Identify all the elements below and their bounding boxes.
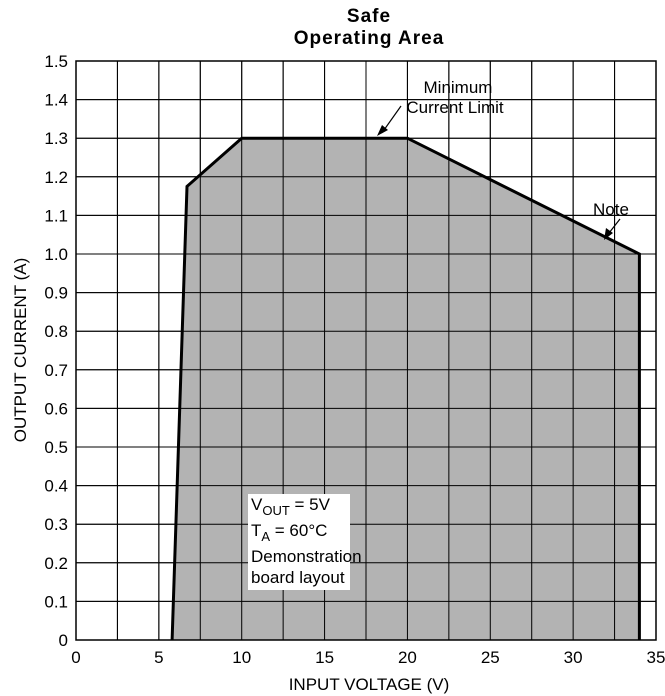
y-tick-label: 0.6 <box>44 399 68 418</box>
y-tick-label: 1.5 <box>44 52 68 71</box>
plot-frame <box>75 60 657 641</box>
chart-title-line1: Safe <box>347 6 391 27</box>
y-tick-label: 0.7 <box>44 361 68 380</box>
y-tick-label: 1.1 <box>44 206 68 225</box>
annotation-leader-note <box>604 218 621 240</box>
y-tick-label: 1.0 <box>44 245 68 264</box>
y-tick-label: 1.4 <box>44 91 68 110</box>
chart-title-line2: Operating Area <box>294 28 445 49</box>
y-tick-label: 0.1 <box>44 592 68 611</box>
x-tick-label: 5 <box>154 648 163 667</box>
y-tick-label: 0.8 <box>44 322 68 341</box>
x-tick-label: 30 <box>564 648 583 667</box>
y-tick-label: 0.9 <box>44 284 68 303</box>
x-tick-label: 0 <box>71 648 80 667</box>
x-tick-label: 20 <box>398 648 417 667</box>
annotation-leader-min-current <box>377 105 402 136</box>
x-tick-label: 10 <box>232 648 251 667</box>
board-condition-line1: Demonstration <box>251 547 362 566</box>
grid-lines-over-area <box>76 61 656 640</box>
vout-condition: VOUT = 5V <box>251 495 331 518</box>
x-axis-ticks: 0 5 10 15 20 25 30 35 <box>71 648 665 667</box>
ta-condition: TA = 60°C <box>251 521 327 544</box>
annotation-note: Note <box>593 200 629 219</box>
x-axis-label: INPUT VOLTAGE (V) <box>289 675 450 694</box>
annotation-current-limit: Current Limit <box>406 98 504 117</box>
y-tick-label: 0.4 <box>44 477 68 496</box>
annotation-minimum: Minimum <box>424 78 493 97</box>
board-condition-line2: board layout <box>251 568 345 587</box>
y-axis-label: OUTPUT CURRENT (A) <box>11 258 30 443</box>
y-tick-label: 0 <box>59 631 68 650</box>
x-tick-label: 25 <box>481 648 500 667</box>
y-tick-label: 0.5 <box>44 438 68 457</box>
x-tick-label: 35 <box>647 648 665 667</box>
y-axis-ticks: 0 0.1 0.2 0.3 0.4 0.5 0.6 0.7 0.8 0.9 1.0 1.1 1.2 1.3… <box>44 52 68 650</box>
condition-box: VOUT = 5V TA = 60°C Demonstration board … <box>248 494 362 590</box>
safe-operating-area-boundary <box>170 136 641 641</box>
y-tick-label: 1.2 <box>44 168 68 187</box>
x-tick-label: 15 <box>315 648 334 667</box>
y-tick-label: 0.3 <box>44 515 68 534</box>
y-tick-label: 0.2 <box>44 554 68 573</box>
y-tick-label: 1.3 <box>44 129 68 148</box>
